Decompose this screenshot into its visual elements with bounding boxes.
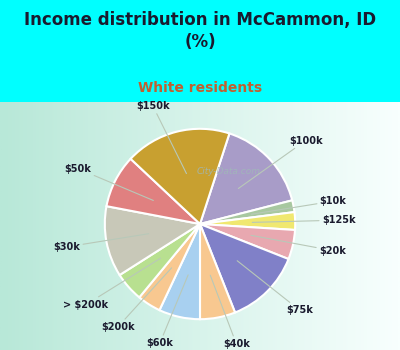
Text: $60k: $60k — [146, 275, 188, 348]
Wedge shape — [200, 224, 295, 259]
Text: $20k: $20k — [251, 235, 346, 256]
Wedge shape — [160, 224, 200, 319]
Text: $40k: $40k — [210, 275, 250, 349]
Text: $125k: $125k — [252, 215, 356, 225]
Text: > $200k: > $200k — [64, 258, 160, 310]
Text: White residents: White residents — [138, 80, 262, 94]
Wedge shape — [105, 206, 200, 275]
Wedge shape — [139, 224, 200, 310]
Wedge shape — [120, 224, 200, 298]
Text: $10k: $10k — [251, 196, 346, 214]
Text: $50k: $50k — [64, 164, 153, 201]
Text: $30k: $30k — [54, 234, 149, 252]
Wedge shape — [131, 129, 230, 224]
Text: $100k: $100k — [238, 135, 322, 189]
Text: $150k: $150k — [136, 101, 186, 174]
Text: City-Data.com: City-Data.com — [196, 167, 260, 176]
Wedge shape — [200, 200, 294, 224]
Text: Income distribution in McCammon, ID
(%): Income distribution in McCammon, ID (%) — [24, 10, 376, 51]
Text: $200k: $200k — [101, 268, 172, 332]
Wedge shape — [200, 133, 292, 224]
Wedge shape — [200, 224, 288, 313]
Text: $75k: $75k — [237, 261, 313, 315]
Wedge shape — [200, 224, 235, 319]
Wedge shape — [106, 159, 200, 224]
Wedge shape — [200, 212, 295, 230]
